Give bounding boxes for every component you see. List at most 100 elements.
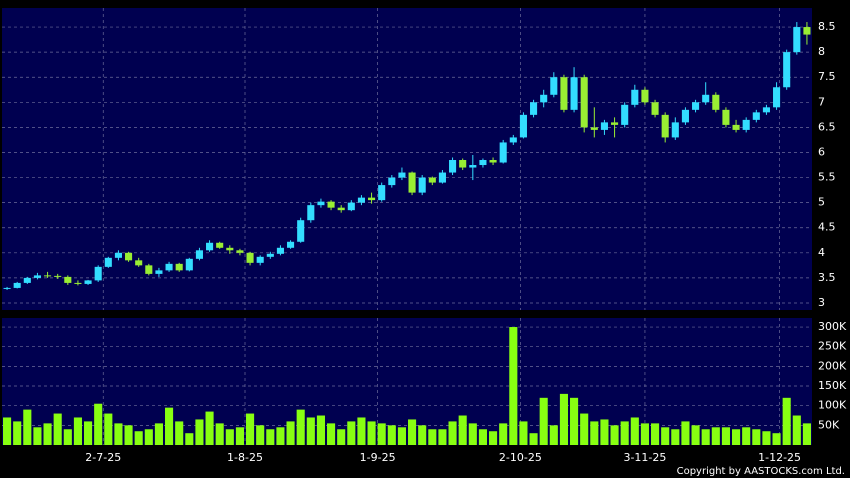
candle-body <box>570 77 578 110</box>
y-tick-label: 150K <box>818 379 847 392</box>
volume-bar <box>549 425 558 445</box>
candle-body <box>125 252 133 261</box>
candle-body <box>216 242 224 248</box>
volume-bar <box>397 427 406 445</box>
candle-body <box>712 94 720 110</box>
volume-bar <box>570 397 579 445</box>
candle-body <box>94 266 102 281</box>
candle-body <box>114 252 122 258</box>
candle-body <box>661 114 669 138</box>
candle-body <box>3 287 11 289</box>
volume-bar <box>691 425 700 445</box>
candle-body <box>23 277 31 283</box>
candle-body <box>631 89 639 105</box>
y-tick-label: 4.5 <box>818 221 836 234</box>
copyright: Copyright by AASTOCKS.com Ltd. <box>677 466 845 477</box>
y-tick-label: 6.5 <box>818 120 836 133</box>
volume-bar <box>175 421 184 445</box>
volume-panel <box>2 318 812 445</box>
volume-bar <box>205 411 214 445</box>
candle-body <box>773 87 781 108</box>
candle-body <box>206 242 214 251</box>
volume-bar <box>165 407 174 445</box>
volume-bar <box>519 421 528 445</box>
volume-bar <box>742 427 751 445</box>
volume-bar <box>256 425 265 445</box>
candle-body <box>499 142 507 163</box>
volume-bar <box>53 413 62 445</box>
volume-bar <box>73 417 82 445</box>
candle-body <box>530 102 538 115</box>
volume-bar <box>499 423 508 445</box>
volume-bar <box>347 421 356 445</box>
volume-bar <box>357 417 366 445</box>
candle-body <box>54 275 62 277</box>
candle-body <box>519 114 527 138</box>
volume-bar <box>640 423 649 445</box>
volume-bar <box>124 425 133 445</box>
y-tick-label: 100K <box>818 399 847 412</box>
volume-bar <box>651 423 660 445</box>
volume-bar <box>610 425 619 445</box>
candle-body <box>651 102 659 115</box>
candle-body <box>317 201 325 206</box>
volume-bar <box>154 423 163 445</box>
y-tick-label: 4 <box>818 246 825 259</box>
volume-bar <box>84 421 93 445</box>
candle-body <box>64 276 72 283</box>
candle-body <box>74 282 82 284</box>
candle-body <box>783 52 791 88</box>
candle-body <box>641 89 649 103</box>
volume-bar <box>438 429 447 445</box>
candle-body <box>155 270 163 274</box>
candle-body <box>479 160 487 166</box>
candle-body <box>185 258 193 271</box>
y-tick-label: 250K <box>818 340 847 353</box>
candle-body <box>611 122 619 125</box>
candle-body <box>509 137 517 143</box>
candle-body <box>44 275 52 277</box>
candle-body <box>84 280 92 284</box>
candle-body <box>671 122 679 138</box>
candle-body <box>297 220 305 242</box>
volume-bar <box>559 393 568 445</box>
volume-bar <box>802 423 811 445</box>
y-tick-label: 7.5 <box>818 70 836 83</box>
x-tick-label: 1-9-25 <box>360 451 396 464</box>
volume-bar <box>671 429 680 445</box>
volume-bar <box>195 419 204 445</box>
candle-body <box>762 107 770 113</box>
candle-body <box>266 253 274 257</box>
volume-bar <box>114 423 123 445</box>
volume-bar <box>732 429 741 445</box>
candle-body <box>600 122 608 130</box>
volume-bar <box>792 415 801 445</box>
volume-bar <box>134 431 143 445</box>
volume-bar <box>367 421 376 445</box>
volume-bar <box>185 433 194 445</box>
volume-bar <box>620 421 629 445</box>
candle-body <box>752 112 760 120</box>
candle-body <box>803 27 811 35</box>
candle-body <box>357 197 365 203</box>
y-tick-label: 50K <box>818 418 840 431</box>
candle-body <box>732 124 740 130</box>
volume-bar <box>408 419 417 445</box>
candle-body <box>681 109 689 123</box>
candle-body <box>793 27 801 53</box>
x-tick-label: 3-11-25 <box>623 451 666 464</box>
volume-bar <box>661 427 670 445</box>
volume-bar <box>3 417 12 445</box>
candle-body <box>256 256 264 263</box>
y-tick-label: 6 <box>818 145 825 158</box>
candle-body <box>560 77 568 110</box>
volume-bar <box>509 327 518 445</box>
volume-bar <box>721 427 730 445</box>
x-tick-label: 2-10-25 <box>499 451 542 464</box>
volume-bar <box>144 429 153 445</box>
volume-bar <box>681 421 690 445</box>
volume-bar <box>276 427 285 445</box>
candle-body <box>469 165 477 168</box>
candle-body <box>418 177 426 193</box>
volume-bar <box>337 429 346 445</box>
